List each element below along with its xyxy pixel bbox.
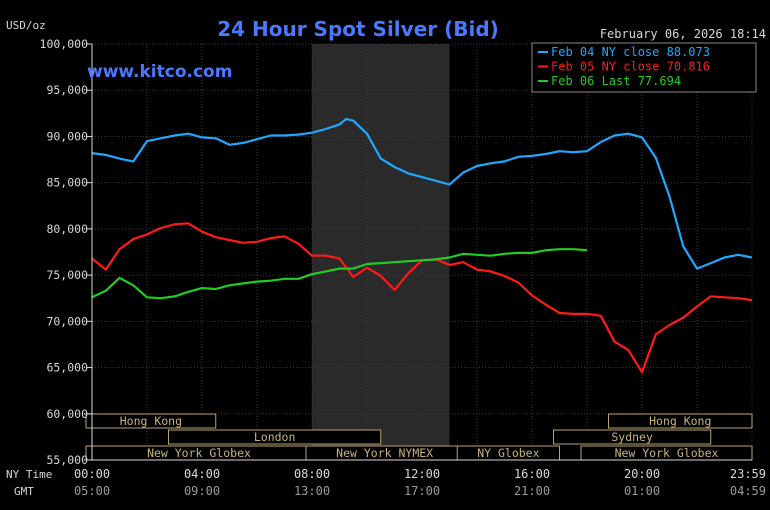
- gmt-tick-label: 01:00: [624, 484, 660, 498]
- gmt-tick-label: 09:00: [184, 484, 220, 498]
- session-bar: [553, 429, 712, 445]
- session-bar: [168, 429, 382, 445]
- series-line-0: [91, 117, 753, 270]
- x-tick-label: 16:00: [514, 467, 550, 481]
- legend-entry: Feb 05 NY close 70.816: [551, 60, 710, 74]
- y-tick-label: 55,000: [46, 453, 88, 467]
- gmt-tick-label: 13:00: [294, 484, 330, 498]
- y-tick-label: 95,000: [46, 83, 88, 97]
- session-label: Sydney: [611, 430, 653, 444]
- session-label: New York Globex: [147, 446, 251, 460]
- y-tick-label: 65,000: [46, 361, 88, 375]
- y-tick-label: 80,000: [46, 222, 88, 236]
- x-tick-label: 08:00: [294, 467, 330, 481]
- nymex-highlight: [312, 44, 450, 460]
- price-series: [91, 117, 753, 374]
- session-label: NY Globex: [477, 446, 539, 460]
- legend-entry: Feb 06 Last 77.694: [551, 74, 681, 88]
- session-bar: [608, 413, 753, 429]
- y-tick-label: 60,000: [46, 407, 88, 421]
- y-tick-label: 85,000: [46, 176, 88, 190]
- trading-sessions: Hong Kong Hong Kong London Sydney New York G…: [85, 413, 753, 461]
- session-bar: [85, 413, 217, 429]
- series-line-2: [91, 248, 588, 300]
- y-tick-label: 70,000: [46, 314, 88, 328]
- session-label: New York Globex: [615, 446, 719, 460]
- x-tick-label: 04:00: [184, 467, 220, 481]
- axes: 100,000 95,000 90,000 85,000 80,000 75,000 70,…: [6, 37, 766, 498]
- chart-title: 24 Hour Spot Silver (Bid): [217, 17, 499, 41]
- x-tick-label: 23:59: [730, 467, 766, 481]
- gmt-tick-label: 17:00: [404, 484, 440, 498]
- legend-entry: Feb 04 NY close 88.073: [551, 45, 710, 59]
- session-label: New York NYMEX: [336, 446, 433, 460]
- timestamp: February 06, 2026 18:14: [600, 27, 766, 41]
- watermark: www.kitco.com: [87, 62, 232, 82]
- x-row-label: GMT: [14, 485, 34, 498]
- x-tick-label: 20:00: [624, 467, 660, 481]
- gmt-tick-label: 05:00: [74, 484, 110, 498]
- session-label: Hong Kong: [649, 414, 711, 428]
- x-tick-label: 12:00: [404, 467, 440, 481]
- x-tick-label: 00:00: [74, 467, 110, 481]
- unit-label: USD/oz: [6, 19, 46, 32]
- y-tick-label: 90,000: [46, 129, 88, 143]
- session-label: London: [254, 430, 296, 444]
- session-label: Hong Kong: [120, 414, 182, 428]
- gmt-tick-label: 04:59: [730, 484, 766, 498]
- y-tick-label: 75,000: [46, 268, 88, 282]
- y-tick-label: 100,000: [40, 37, 89, 51]
- grid: [91, 43, 753, 461]
- x-row-label: NY Time: [6, 468, 52, 481]
- legend-box: [531, 42, 757, 93]
- gmt-tick-label: 21:00: [514, 484, 550, 498]
